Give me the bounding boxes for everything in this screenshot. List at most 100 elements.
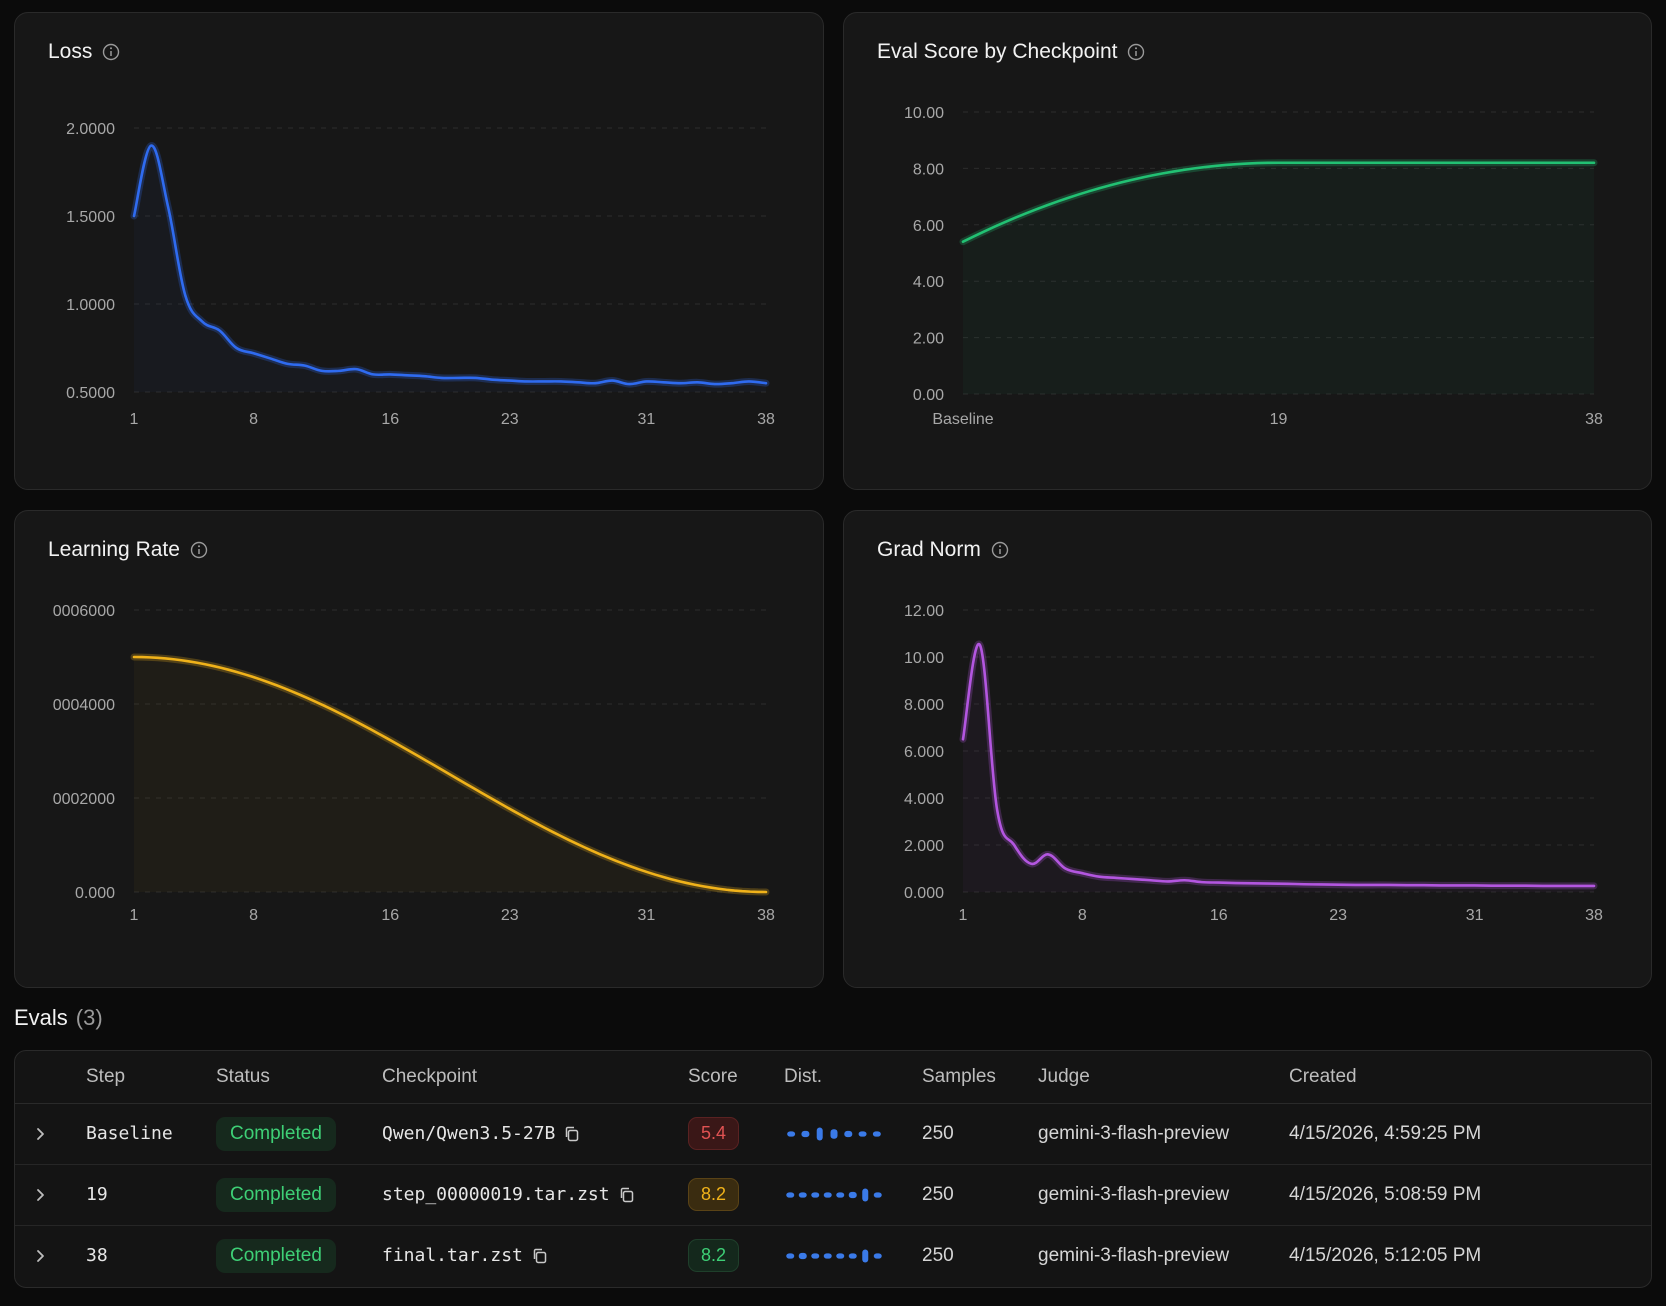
distribution-bar bbox=[872, 1130, 881, 1137]
info-icon[interactable] bbox=[991, 541, 1009, 559]
x-tick-label: 8 bbox=[249, 411, 258, 428]
distribution-bar bbox=[873, 1191, 882, 1198]
column-header-status[interactable]: Status bbox=[216, 1066, 270, 1087]
info-icon[interactable] bbox=[190, 541, 208, 559]
table-header-row: Step Status Checkpoint Score Dist. Sampl… bbox=[15, 1051, 1651, 1104]
distribution-bar bbox=[811, 1252, 820, 1259]
y-tick-label: 0.5000 bbox=[66, 385, 115, 402]
distribution-bar bbox=[858, 1130, 867, 1137]
distribution-bar bbox=[786, 1191, 795, 1198]
x-tick-label: 16 bbox=[381, 411, 399, 428]
distribution-bar bbox=[798, 1191, 807, 1198]
expand-row-chevron-icon[interactable] bbox=[33, 1225, 47, 1286]
column-header-dist[interactable]: Dist. bbox=[784, 1066, 822, 1087]
series-area bbox=[134, 145, 766, 392]
checkpoint-name: Qwen/Qwen3.5-27B bbox=[382, 1123, 556, 1144]
learning-rate-chart: 0006000 0004000 0002000 0.000 1 8 16 23 31 38 bbox=[53, 603, 775, 924]
x-tick-label: 23 bbox=[1329, 907, 1347, 924]
series-line[interactable] bbox=[132, 655, 768, 894]
x-tick-label: 31 bbox=[638, 907, 656, 924]
judge-cell: gemini-3-flash-preview bbox=[1038, 1244, 1230, 1266]
grad-norm-chart-card: Grad Norm 12.00 10.00 8.000 6.000 4.000 2.000… bbox=[843, 510, 1652, 988]
learning-rate-chart-card: Learning Rate 0006000 0004000 0002000 0.000… bbox=[14, 510, 824, 988]
evals-table: Step Status Checkpoint Score Dist. Sampl… bbox=[14, 1050, 1652, 1288]
x-tick-label: 19 bbox=[1270, 411, 1288, 428]
evals-section-header: Evals (3) bbox=[14, 1005, 103, 1031]
distribution-bar bbox=[848, 1191, 857, 1198]
series-area bbox=[963, 162, 1594, 394]
y-tick-label: 0002000 bbox=[53, 791, 115, 808]
checkpoint-name: final.tar.zst bbox=[382, 1245, 523, 1266]
x-tick-label: 31 bbox=[638, 411, 656, 428]
table-row[interactable]: 19 Completed step_00000019.tar.zst 8.2 2… bbox=[15, 1164, 1651, 1226]
x-tick-label: 1 bbox=[959, 907, 968, 924]
samples-cell: 250 bbox=[922, 1244, 954, 1266]
x-tick-label: 38 bbox=[1585, 907, 1603, 924]
distribution-bar bbox=[873, 1252, 882, 1259]
distribution-bar bbox=[823, 1252, 832, 1259]
score-distribution-sparkline bbox=[787, 1127, 881, 1140]
samples-cell: 250 bbox=[922, 1183, 954, 1205]
y-tick-label: 6.00 bbox=[913, 218, 944, 235]
y-tick-label: 0.000 bbox=[904, 885, 944, 902]
evals-title: Evals bbox=[14, 1005, 68, 1030]
status-badge: Completed bbox=[216, 1177, 336, 1212]
samples-cell: 250 bbox=[922, 1122, 954, 1144]
y-tick-label: 4.000 bbox=[904, 791, 944, 808]
distribution-bar bbox=[862, 1188, 869, 1201]
created-cell: 4/15/2026, 5:12:05 PM bbox=[1289, 1244, 1482, 1266]
column-header-samples[interactable]: Samples bbox=[922, 1066, 996, 1087]
distribution-bar bbox=[836, 1191, 845, 1198]
column-header-judge[interactable]: Judge bbox=[1038, 1066, 1090, 1087]
column-header-step[interactable]: Step bbox=[86, 1066, 126, 1087]
y-tick-label: 1.0000 bbox=[66, 297, 115, 314]
copy-icon[interactable] bbox=[618, 1186, 636, 1204]
series-line[interactable] bbox=[961, 642, 1596, 888]
column-header-checkpoint[interactable]: Checkpoint bbox=[382, 1066, 478, 1087]
distribution-bar bbox=[848, 1252, 857, 1259]
loss-chart: 2.0000 1.5000 1.0000 0.5000 1 8 16 23 31 38 bbox=[66, 121, 775, 428]
x-tick-label: 16 bbox=[381, 907, 399, 924]
x-tick-label: 38 bbox=[1585, 411, 1603, 428]
column-header-created[interactable]: Created bbox=[1289, 1066, 1357, 1087]
copy-icon[interactable] bbox=[563, 1125, 581, 1143]
distribution-bar bbox=[823, 1191, 832, 1198]
y-tick-label: 10.00 bbox=[904, 650, 944, 667]
step-cell: 38 bbox=[86, 1245, 108, 1266]
expand-row-chevron-icon[interactable] bbox=[33, 1103, 47, 1164]
distribution-bar bbox=[787, 1130, 796, 1137]
loss-chart-card: Loss 2.0000 1.5000 1.0000 0.5000 1 8 16 23 31 38 bbox=[14, 12, 824, 490]
status-badge: Completed bbox=[216, 1116, 336, 1151]
checkpoint-name: step_00000019.tar.zst bbox=[382, 1184, 610, 1205]
evals-count: (3) bbox=[75, 1005, 103, 1030]
loss-chart-title: Loss bbox=[48, 40, 93, 63]
column-header-score[interactable]: Score bbox=[688, 1066, 738, 1087]
x-tick-label: 31 bbox=[1466, 907, 1484, 924]
series-area bbox=[963, 644, 1594, 892]
score-distribution-sparkline bbox=[786, 1188, 882, 1201]
eval-score-chart: 10.00 8.00 6.00 4.00 2.00 0.00 Baseline 19 38 bbox=[904, 105, 1603, 428]
eval-score-chart-title: Eval Score by Checkpoint bbox=[877, 40, 1118, 63]
learning-rate-chart-title: Learning Rate bbox=[48, 538, 180, 561]
series-line[interactable] bbox=[132, 144, 768, 386]
y-tick-label: 8.00 bbox=[913, 161, 944, 178]
expand-row-chevron-icon[interactable] bbox=[33, 1164, 47, 1225]
info-icon[interactable] bbox=[1127, 43, 1145, 61]
y-tick-label: 2.0000 bbox=[66, 121, 115, 138]
score-badge: 5.4 bbox=[688, 1117, 740, 1150]
y-tick-label: 0004000 bbox=[53, 697, 115, 714]
copy-icon[interactable] bbox=[531, 1247, 549, 1265]
distribution-bar bbox=[862, 1249, 869, 1262]
table-row[interactable]: Baseline Completed Qwen/Qwen3.5-27B 5.4 … bbox=[15, 1103, 1651, 1165]
series-line[interactable] bbox=[961, 161, 1596, 244]
x-tick-label: Baseline bbox=[932, 411, 993, 428]
x-tick-label: 1 bbox=[130, 411, 139, 428]
grad-norm-chart: 12.00 10.00 8.000 6.000 4.000 2.000 0.000 1 8 16 2… bbox=[904, 603, 1603, 924]
distribution-bar bbox=[836, 1252, 845, 1259]
info-icon[interactable] bbox=[102, 43, 120, 61]
score-badge: 8.2 bbox=[688, 1239, 740, 1272]
table-row[interactable]: 38 Completed final.tar.zst 8.2 250 gemin… bbox=[15, 1225, 1651, 1286]
distribution-bar bbox=[811, 1191, 820, 1198]
y-tick-label: 8.000 bbox=[904, 697, 944, 714]
x-tick-label: 23 bbox=[501, 411, 519, 428]
